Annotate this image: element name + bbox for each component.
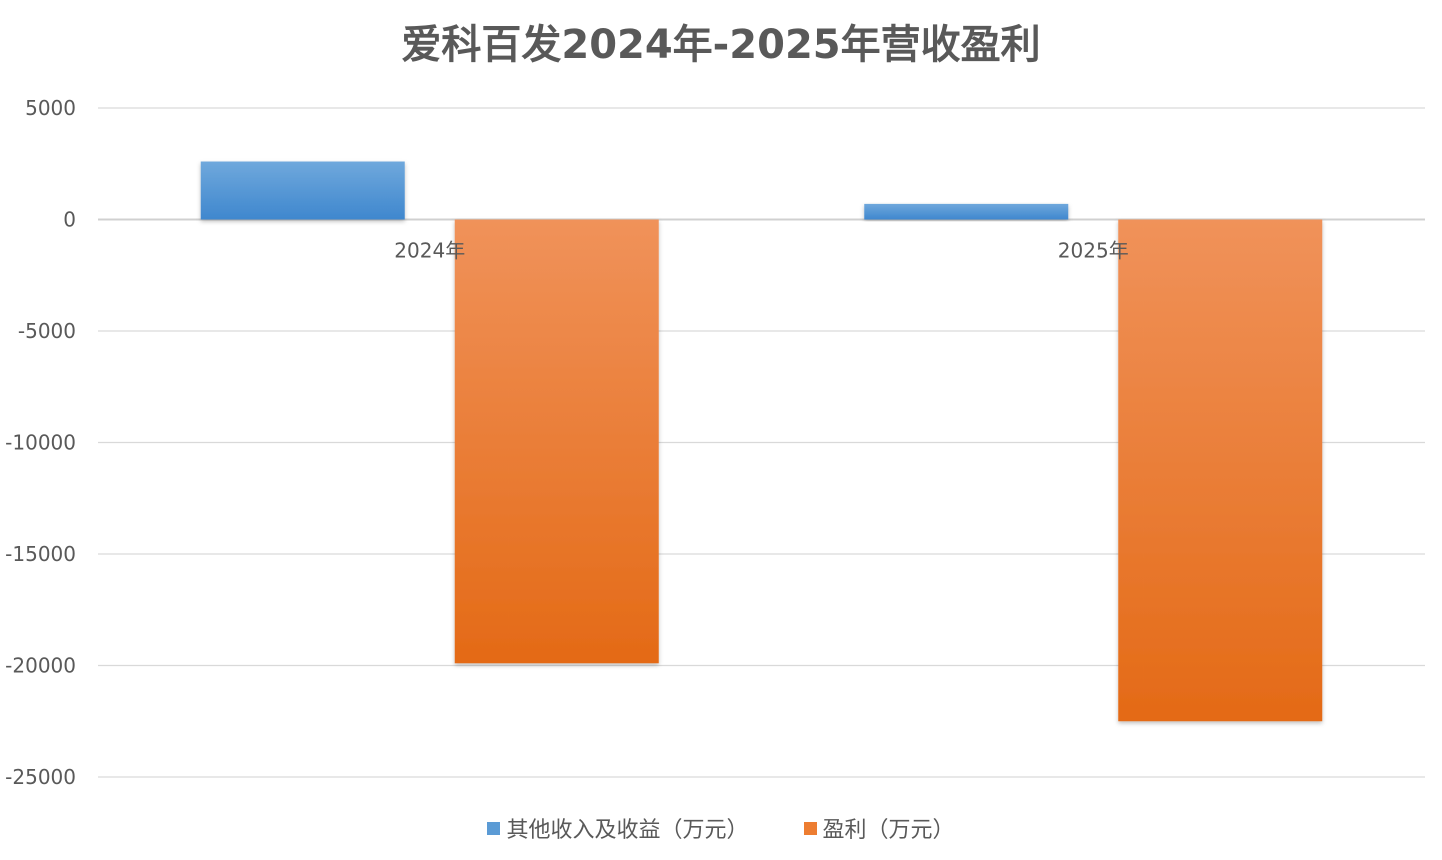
y-tick-label-6: -25000 [5, 765, 76, 789]
y-tick-label-4: -15000 [5, 542, 76, 566]
legend: 其他收入及收益（万元） 盈利（万元） [0, 812, 1442, 844]
category-label-1: 2025年 [1058, 239, 1129, 263]
legend-item-profit: 盈利（万元） [803, 812, 955, 844]
y-tick-label-1: 0 [63, 208, 76, 232]
bar-series1-0 [454, 219, 659, 664]
category-label-0: 2024年 [394, 239, 465, 263]
bar-series0-1 [864, 203, 1069, 220]
chart-title: 爱科百发2024年-2025年营收盈利 [401, 22, 1041, 68]
category-labels: 2024年 2025年 [394, 239, 1128, 263]
bar-series1-1 [1118, 219, 1323, 722]
legend-swatch-blue-icon [487, 821, 501, 835]
legend-swatch-orange-icon [803, 821, 817, 835]
y-tick-label-5: -20000 [5, 654, 76, 678]
legend-label-profit: 盈利（万元） [822, 818, 955, 843]
y-axis-tick-labels: 5000 0 -5000 -10000 -15000 -20000 -25000 [5, 96, 76, 789]
bar-series0-0 [200, 161, 405, 220]
legend-label-other-income: 其他收入及收益（万元） [506, 818, 749, 843]
y-tick-label-0: 5000 [25, 96, 76, 120]
y-tick-label-2: -5000 [18, 319, 76, 343]
bars [200, 161, 1323, 722]
legend-item-other-income: 其他收入及收益（万元） [487, 812, 749, 844]
y-tick-label-3: -10000 [5, 431, 76, 455]
